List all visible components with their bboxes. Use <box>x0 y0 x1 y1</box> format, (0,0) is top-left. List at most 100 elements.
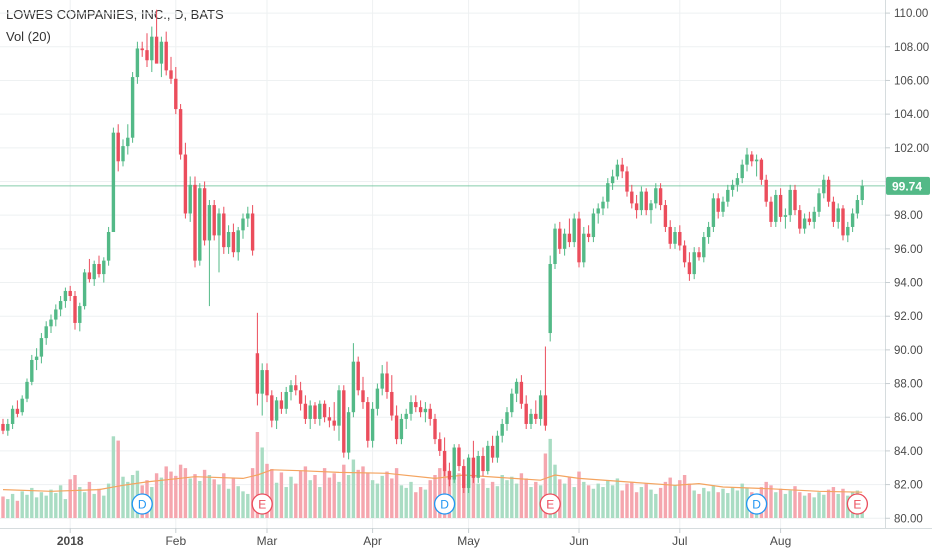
candle <box>471 440 476 483</box>
candle-body <box>159 41 164 64</box>
candle-body <box>39 338 44 357</box>
candle-body <box>582 233 586 263</box>
candle-body <box>270 395 274 421</box>
candle-body <box>6 423 10 431</box>
candle <box>687 252 692 281</box>
candle-body <box>102 260 106 275</box>
candle <box>49 314 53 334</box>
volume-bar <box>111 436 116 518</box>
candle-body <box>385 373 389 392</box>
volume-bar <box>639 487 644 518</box>
volume-bar <box>370 480 375 518</box>
time-tick-label: Feb <box>165 534 186 548</box>
candle <box>178 104 183 160</box>
last-price-badge: 99.74 <box>886 176 930 195</box>
candle-body <box>697 252 701 258</box>
candle-body <box>534 413 538 419</box>
candle-body <box>567 233 572 243</box>
candle-body <box>639 191 644 211</box>
volume-bar <box>788 490 792 518</box>
candle <box>222 206 226 254</box>
candle-body <box>625 171 629 192</box>
price-tick-label: 86.00 <box>894 412 923 424</box>
candle <box>198 183 202 266</box>
candle-body <box>438 439 442 451</box>
candle-body <box>822 179 826 194</box>
volume-bar <box>687 483 692 518</box>
volume-bar <box>654 493 658 518</box>
volume-bar <box>174 475 178 518</box>
volume-bar <box>615 478 620 518</box>
candle <box>342 385 346 458</box>
volume-bar <box>188 478 192 518</box>
candle <box>490 435 495 463</box>
volume-bar <box>721 488 725 518</box>
volume-bar <box>342 464 346 518</box>
dividend-marker[interactable]: D <box>745 493 768 515</box>
candle <box>721 196 725 217</box>
candle <box>20 395 24 416</box>
candle-body <box>231 232 236 253</box>
dividend-marker[interactable]: D <box>131 493 153 515</box>
candle-body <box>87 272 92 280</box>
candle-body <box>54 309 58 320</box>
volume-bar <box>404 487 408 518</box>
candle-body <box>558 228 562 249</box>
volume-bar <box>126 481 130 518</box>
volume-bar <box>332 473 336 518</box>
volume-bars <box>1 432 864 518</box>
candle <box>370 402 375 448</box>
candle <box>644 188 648 216</box>
candle-body <box>663 205 668 227</box>
candle-body <box>764 179 768 202</box>
dividend-marker[interactable]: D <box>433 493 456 515</box>
candle <box>150 26 154 73</box>
volume-bar <box>361 466 365 518</box>
candle-body <box>116 132 120 162</box>
volume-bar <box>634 492 639 518</box>
candle <box>380 365 384 396</box>
candle <box>313 402 317 424</box>
candle <box>246 206 250 227</box>
candle <box>812 206 816 229</box>
volume-bar <box>802 495 807 518</box>
candle <box>145 33 149 67</box>
candle <box>452 444 456 483</box>
volume-bar <box>510 476 514 518</box>
price-axis[interactable]: 80.00 82.00 84.00 86.00 88.00 90.00 92.00 94.00… <box>885 8 929 525</box>
volume-bar <box>553 464 557 518</box>
volume-bar <box>399 485 404 518</box>
volume-bar <box>236 486 240 518</box>
candle-body <box>92 264 96 280</box>
earnings-marker[interactable]: E <box>846 493 869 515</box>
candle-body <box>255 353 260 394</box>
volume-bar <box>169 471 173 518</box>
earnings-marker[interactable]: E <box>251 493 273 515</box>
candle <box>308 400 312 430</box>
time-axis[interactable]: 2018 Feb Mar Apr May Jun Jul Aug <box>57 528 791 548</box>
candle <box>558 221 562 254</box>
candle-body <box>265 370 269 396</box>
earnings-marker[interactable]: E <box>539 493 561 515</box>
candle-body <box>716 198 720 212</box>
volume-bar <box>826 489 831 518</box>
volume-bar <box>135 470 140 518</box>
candle-body <box>802 218 807 229</box>
volume-bar <box>270 468 274 518</box>
candle <box>428 403 432 426</box>
candle-body <box>193 184 197 261</box>
candle-body <box>481 455 485 472</box>
candle-body <box>126 137 130 147</box>
volume-bar <box>447 470 452 518</box>
candle-body <box>711 198 716 227</box>
candle <box>553 223 557 270</box>
volume-bar <box>327 477 332 518</box>
volume-bar <box>822 494 826 518</box>
candle-body <box>289 385 293 392</box>
candle-body <box>356 361 360 391</box>
volume-bar <box>548 438 552 518</box>
candle <box>735 173 740 192</box>
candle <box>630 184 634 209</box>
candle-body <box>154 36 159 64</box>
